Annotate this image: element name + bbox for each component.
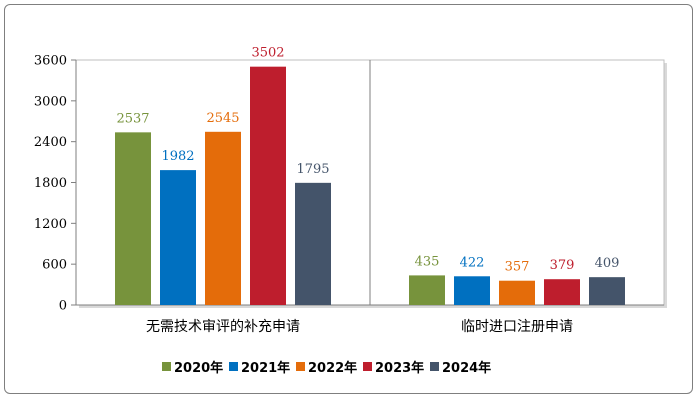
- y-tick-label: 0: [59, 299, 67, 314]
- y-tick-label: 1800: [34, 176, 67, 191]
- data-label: 2545: [206, 111, 239, 126]
- bar: [205, 131, 241, 305]
- data-label: 3502: [251, 46, 284, 61]
- y-tick-label: 3000: [34, 94, 67, 109]
- data-label: 422: [460, 255, 485, 270]
- bars: [115, 66, 625, 306]
- category-label: 无需技术审评的补充申请: [146, 319, 300, 335]
- legend: 2020年 2021年 2022年 2023年 2024年: [162, 360, 491, 376]
- data-label: 2537: [116, 111, 149, 126]
- y-axis-ticks: 0 600 1200 1800 2400 3000 3600: [34, 54, 76, 314]
- data-label: 1795: [296, 162, 329, 177]
- legend-swatch: [229, 362, 238, 371]
- legend-label: 2021年: [241, 360, 290, 376]
- bar: [454, 276, 490, 305]
- y-tick-label: 3600: [34, 54, 67, 69]
- legend-label: 2023年: [375, 360, 424, 376]
- bar: [589, 277, 625, 305]
- legend-swatch: [430, 362, 439, 371]
- bar: [409, 275, 445, 305]
- y-tick-label: 600: [42, 258, 67, 273]
- legend-label: 2020年: [174, 360, 223, 376]
- legend-swatch: [162, 362, 171, 371]
- category-label: 临时进口注册申请: [461, 319, 573, 335]
- bar: [544, 279, 580, 305]
- legend-swatch: [363, 362, 372, 371]
- bar: [160, 170, 196, 305]
- legend-swatch: [296, 362, 305, 371]
- legend-label: 2022年: [308, 360, 357, 376]
- data-label: 357: [505, 260, 530, 275]
- y-tick-label: 1200: [34, 217, 67, 232]
- data-label: 379: [550, 258, 575, 273]
- category-labels: 无需技术审评的补充申请 临时进口注册申请: [146, 319, 573, 335]
- y-tick-label: 2400: [34, 135, 67, 150]
- data-labels: 2537 1982 2545 3502 1795 435 422 357 379 409: [116, 46, 619, 275]
- data-label: 435: [415, 254, 440, 269]
- bar: [499, 280, 535, 305]
- data-label: 1982: [161, 149, 194, 164]
- bar: [115, 132, 151, 305]
- bar: [295, 182, 331, 305]
- data-label: 409: [595, 256, 620, 271]
- bar: [250, 66, 286, 306]
- legend-label: 2024年: [442, 360, 491, 376]
